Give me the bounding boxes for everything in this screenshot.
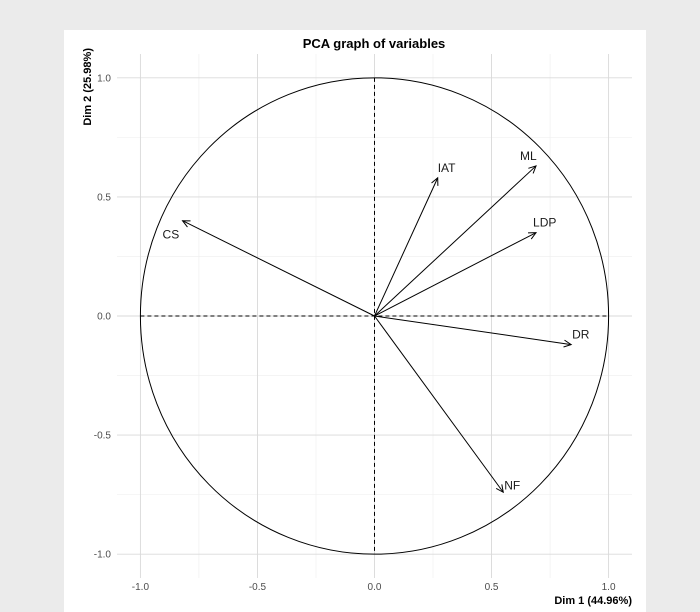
y-tick-label: 0.0 <box>97 312 111 323</box>
arrow-ml <box>374 165 537 317</box>
chart-title: PCA graph of variables <box>303 36 446 51</box>
arrow-ldp <box>374 232 537 317</box>
plot-panel: IAT ML LDP CS DR NF -1.0 -0.5 0.0 0.5 1.0 -1.0 -0.5… <box>64 30 646 612</box>
x-tick-label: -0.5 <box>249 582 267 593</box>
x-tick-label: -1.0 <box>132 582 150 593</box>
y-tick-label: -1.0 <box>94 550 112 561</box>
arrowhead-dr <box>563 339 573 348</box>
variable-label-ml: ML <box>520 149 537 163</box>
y-tick-label: 1.0 <box>97 73 111 84</box>
arrowhead-iat <box>431 176 439 186</box>
x-tick-label: 1.0 <box>602 582 616 593</box>
y-axis-title: Dim 2 (25.98%) <box>82 48 94 126</box>
arrow-nf <box>374 315 504 493</box>
unit-circle <box>139 77 610 555</box>
correlation-circle <box>139 77 610 555</box>
x-axis-title: Dim 1 (44.96%) <box>554 595 632 607</box>
x-tick-label: 0.0 <box>368 582 382 593</box>
variable-label-cs: CS <box>163 228 180 242</box>
variable-label-dr: DR <box>572 328 590 342</box>
y-tick-label: -0.5 <box>94 431 112 442</box>
variable-label-iat: IAT <box>438 161 456 175</box>
x-tick-label: 0.5 <box>485 582 499 593</box>
tick-labels: -1.0 -0.5 0.0 0.5 1.0 -1.0 -0.5 0.0 0.5 1.0 <box>94 73 616 593</box>
pca-chart: IAT ML LDP CS DR NF -1.0 -0.5 0.0 0.5 1.0 -1.0 -0.5… <box>82 36 632 607</box>
y-tick-label: 0.5 <box>97 192 111 203</box>
arrowhead-ldp <box>528 232 538 240</box>
variable-label-nf: NF <box>504 478 520 492</box>
arrowhead-cs <box>181 220 191 228</box>
variable-label-ldp: LDP <box>533 216 556 230</box>
arrow-cs <box>182 220 375 317</box>
variable-arrows: IAT ML LDP CS DR NF <box>163 149 590 494</box>
arrowhead-nf <box>495 484 504 494</box>
arrow-iat <box>374 177 439 317</box>
arrow-dr <box>374 315 572 346</box>
arrowhead-ml <box>528 165 537 174</box>
